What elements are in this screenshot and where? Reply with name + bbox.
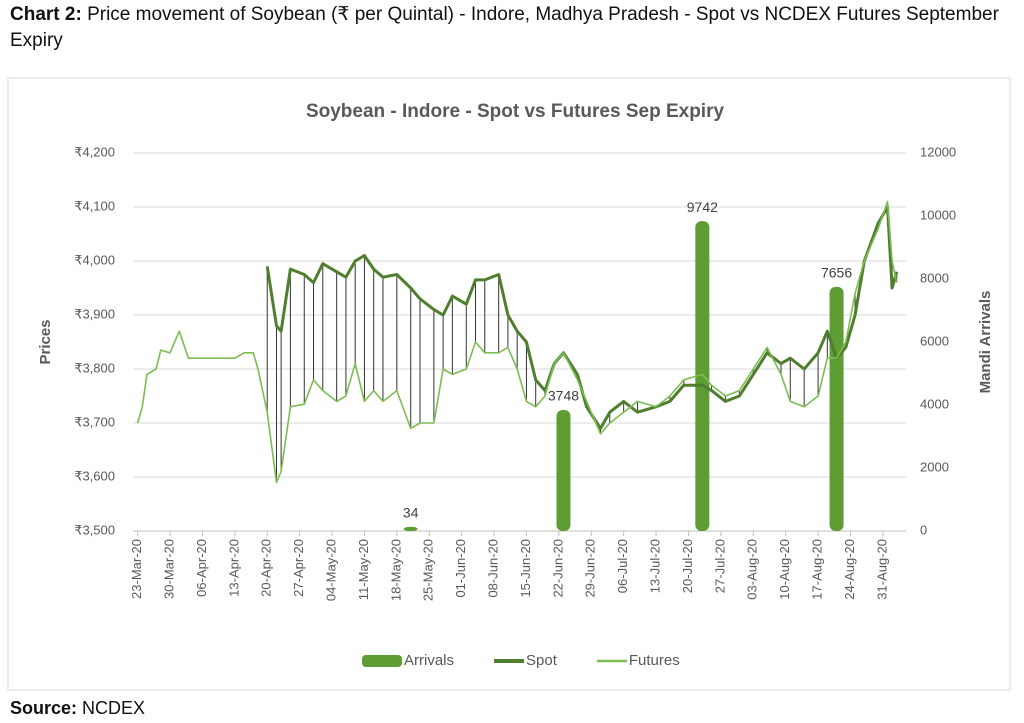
y-tick-label: ₹4,000 <box>74 252 115 267</box>
y2-tick-label: 10000 <box>920 207 956 222</box>
x-tick-label: 06-Jul-20 <box>615 539 630 593</box>
data-label: 3748 <box>548 388 579 404</box>
chart-frame <box>7 77 1011 691</box>
y-tick-label: ₹3,800 <box>74 360 115 375</box>
data-label: 34 <box>403 505 419 521</box>
data-label: 9742 <box>687 199 718 215</box>
x-tick-label: 31-Aug-20 <box>874 539 889 600</box>
x-tick-label: 20-Apr-20 <box>259 539 274 597</box>
x-tick-label: 27-Apr-20 <box>291 539 306 597</box>
x-tick-label: 10-Aug-20 <box>777 539 792 600</box>
data-label: 7656 <box>821 265 852 281</box>
y-tick-label: ₹3,500 <box>74 522 115 537</box>
x-tick-label: 13-Jul-20 <box>647 539 662 593</box>
y-tick-label: ₹4,200 <box>74 144 115 159</box>
y-tick-label: ₹3,900 <box>74 306 115 321</box>
x-tick-label: 22-Jun-20 <box>550 539 565 598</box>
x-tick-label: 24-Aug-20 <box>842 539 857 600</box>
y-tick-label: ₹3,700 <box>74 414 115 429</box>
y-tick-label: ₹3,600 <box>74 468 115 483</box>
bar <box>403 526 418 531</box>
y-axis-label: Prices <box>37 319 54 364</box>
x-tick-label: 13-Apr-20 <box>226 539 241 597</box>
x-tick-label: 20-Jul-20 <box>680 539 695 593</box>
bar <box>695 221 710 531</box>
y2-tick-label: 2000 <box>920 459 949 474</box>
legend-label: Spot <box>526 652 558 669</box>
chart-title: Soybean - Indore - Spot vs Futures Sep E… <box>306 101 725 122</box>
x-tick-label: 11-May-20 <box>356 539 371 600</box>
source: Source: NCDEX <box>10 698 145 719</box>
legend-label: Futures <box>629 652 680 669</box>
x-tick-label: 29-Jun-20 <box>583 539 598 598</box>
y2-tick-label: 4000 <box>920 396 949 411</box>
x-tick-label: 23-Mar-20 <box>129 539 144 599</box>
y2-tick-label: 0 <box>920 522 927 537</box>
bar <box>556 409 571 531</box>
line <box>136 200 898 484</box>
x-tick-label: 03-Aug-20 <box>745 539 760 600</box>
x-tick-label: 30-Mar-20 <box>161 539 176 599</box>
y2-tick-label: 8000 <box>920 270 949 285</box>
x-tick-label: 15-Jun-20 <box>518 539 533 598</box>
y2-tick-label: 6000 <box>920 333 949 348</box>
y2-axis-label: Mandi Arrivals <box>977 291 994 394</box>
line <box>265 205 899 430</box>
legend-label: Arrivals <box>404 652 454 669</box>
y2-tick-label: 12000 <box>920 144 956 159</box>
bar <box>829 286 844 531</box>
header-label: Chart 2: <box>10 4 82 25</box>
legend-swatch <box>362 655 402 667</box>
x-tick-label: 25-May-20 <box>421 539 436 601</box>
source-text: NCDEX <box>82 698 146 718</box>
x-tick-label: 01-Jun-20 <box>453 539 468 598</box>
y-tick-label: ₹4,100 <box>74 198 115 213</box>
x-tick-label: 08-Jun-20 <box>485 539 500 598</box>
header: Chart 2: Price movement of Soybean (₹ pe… <box>10 2 1010 54</box>
x-tick-label: 04-May-20 <box>323 539 338 601</box>
x-tick-label: 17-Aug-20 <box>809 539 824 600</box>
x-tick-label: 18-May-20 <box>388 539 403 601</box>
x-tick-label: 06-Apr-20 <box>194 539 209 597</box>
source-label: Source: <box>10 698 78 718</box>
header-text: Price movement of Soybean (₹ per Quintal… <box>10 4 999 51</box>
x-tick-label: 27-Jul-20 <box>712 539 727 593</box>
